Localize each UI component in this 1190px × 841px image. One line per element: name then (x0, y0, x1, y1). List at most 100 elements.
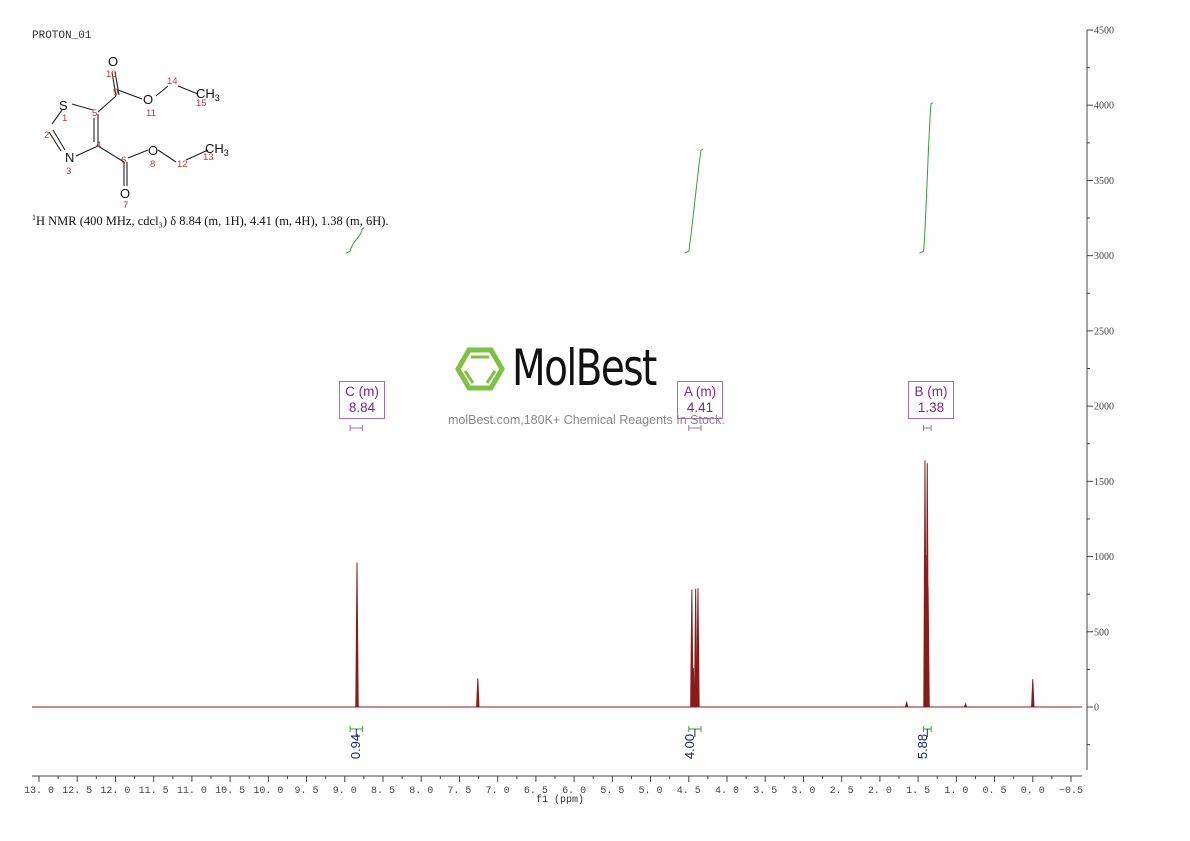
x-axis: 13. 0 12. 5 12. 0 11. 5 11. 0 10. 5 10. 0 9. 5 9… (24, 775, 1083, 797)
x-tick-label: 5. 5 (600, 786, 624, 797)
x-tick-label: 1. 0 (944, 786, 968, 797)
spectrum-peak (690, 589, 694, 708)
multiplet-label-a: A (m) 4.41 (677, 381, 723, 419)
atom-o8: O (148, 143, 158, 158)
integral-curves (345, 102, 934, 254)
svg-text:7: 7 (123, 200, 128, 211)
svg-text:2: 2 (44, 130, 49, 141)
multiplet-label-c-shift: 8.84 (348, 400, 376, 415)
spectrum-peak (963, 702, 968, 708)
integral-value-a: 4.00 (682, 733, 698, 760)
integral-curve (345, 227, 365, 254)
x-tick-label: 8. 0 (409, 786, 433, 797)
integral-value-b: 5.88 (915, 733, 931, 760)
x-tick-label: 8. 5 (371, 786, 395, 797)
svg-text:9: 9 (113, 87, 118, 98)
x-tick-label: 7. 0 (486, 786, 510, 797)
nmr-summary-text: H NMR (400 MHz, cdcl₃) δ 8.84 (m, 1H), 4… (36, 214, 389, 229)
x-tick-label: 12. 0 (100, 786, 130, 797)
svg-text:8: 8 (150, 159, 155, 170)
logo-text: MolBest (512, 339, 657, 397)
spectrum-peak (904, 700, 909, 708)
x-tick-label: 9. 5 (295, 786, 319, 797)
x-tick-label: 10. 5 (215, 786, 245, 797)
y-tick-label: 1500 (1094, 477, 1114, 488)
integral-bars (349, 726, 932, 737)
x-tick-label: 3. 5 (753, 786, 777, 797)
multiplet-label-a-title: A (m) (683, 384, 717, 399)
svg-text:4: 4 (96, 140, 101, 151)
x-tick-label: 0. 5 (983, 786, 1007, 797)
multiplet-label-c-title: C (m) (345, 384, 379, 399)
spectrum-trace (32, 460, 1082, 708)
x-tick-label: 1. 5 (906, 786, 930, 797)
y-tick-label: 2000 (1094, 402, 1114, 413)
spectrum-peak (926, 586, 930, 708)
svg-text:14: 14 (167, 76, 178, 87)
y-tick-label: 3500 (1094, 176, 1114, 187)
x-tick-label: 4. 5 (677, 786, 701, 797)
y-tick-label: 0 (1094, 703, 1099, 714)
atom-o11: O (143, 92, 153, 107)
x-tick-label: 2. 0 (868, 786, 892, 797)
x-tick-label: 7. 5 (447, 786, 471, 797)
watermark-tagline: molBest.com,180K+ Chemical Reagents In S… (448, 413, 725, 427)
x-tick-label: 3. 0 (791, 786, 815, 797)
svg-text:5: 5 (92, 108, 97, 119)
x-tick-label: 12. 5 (62, 786, 92, 797)
multiplet-label-c: C (m) 8.84 (339, 381, 385, 419)
svg-text:6: 6 (121, 155, 126, 166)
multiplet-label-b-shift: 1.38 (917, 400, 945, 415)
nmr-summary: 1H NMR (400 MHz, cdcl₃) δ 8.84 (m, 1H), … (32, 213, 389, 229)
y-axis: 0 500 1000 1500 2000 2500 3000 3500 4000 4500 (1086, 26, 1114, 770)
spectrum-peak (355, 562, 359, 708)
x-tick-label: 10. 0 (253, 786, 283, 797)
x-tick-label: 4. 0 (715, 786, 739, 797)
y-tick-label: 3000 (1094, 251, 1114, 262)
integral-value-c: 0.94 (348, 733, 364, 760)
y-tick-label: 500 (1094, 627, 1109, 638)
x-tick-label: 6. 5 (524, 786, 548, 797)
integral-curve (684, 148, 704, 254)
x-axis-title: f1 (ppm) (536, 795, 585, 806)
spectrum-peak (476, 678, 480, 708)
svg-text:13: 13 (203, 152, 214, 163)
atom-ch3-13: CH3 (205, 141, 229, 158)
svg-text:3: 3 (66, 166, 71, 177)
svg-text:1: 1 (62, 113, 67, 124)
chemical-structure: S N O O CH3 O O CH3 1 2 3 4 5 6 7 8 9 10… (44, 54, 229, 211)
svg-text:11: 11 (146, 108, 156, 119)
atom-ch3-15: CH3 (196, 86, 220, 103)
x-tick-label: 11. 0 (177, 786, 207, 797)
svg-text:15: 15 (196, 98, 207, 109)
svg-text:10: 10 (106, 69, 117, 80)
nmr-nucleus-sup: 1 (32, 213, 36, 222)
x-tick-label: 11. 5 (139, 786, 169, 797)
x-tick-label: 2. 5 (830, 786, 854, 797)
sample-name: PROTON_01 (32, 30, 92, 42)
x-tick-label: 6. 0 (562, 786, 586, 797)
atom-o7: O (120, 186, 130, 201)
y-tick-label: 2500 (1094, 326, 1114, 337)
y-tick-label: 1000 (1094, 552, 1114, 563)
atom-o10: O (108, 54, 118, 69)
molbest-logo: MolBest (508, 340, 696, 396)
y-tick-label: 4500 (1094, 26, 1114, 37)
x-tick-label: 9. 0 (333, 786, 357, 797)
molbest-logo-icon (455, 347, 505, 391)
svg-text:12: 12 (177, 159, 188, 170)
x-tick-label: 0. 0 (1021, 786, 1045, 797)
y-tick-label: 4000 (1094, 101, 1114, 112)
x-tick-label: 5. 0 (639, 786, 663, 797)
multiplet-label-a-shift: 4.41 (686, 400, 714, 415)
x-tick-label: −0.5 (1059, 786, 1083, 797)
multiplet-ranges (349, 425, 932, 431)
multiplet-label-b: B (m) 1.38 (908, 381, 954, 419)
atom-s: S (59, 98, 68, 113)
multiplet-label-b-title: B (m) (914, 384, 948, 399)
spectrum-peak (696, 588, 700, 708)
atom-n: N (65, 150, 74, 165)
spectrum-peak (1031, 679, 1035, 708)
spectrum-peak (693, 588, 698, 708)
